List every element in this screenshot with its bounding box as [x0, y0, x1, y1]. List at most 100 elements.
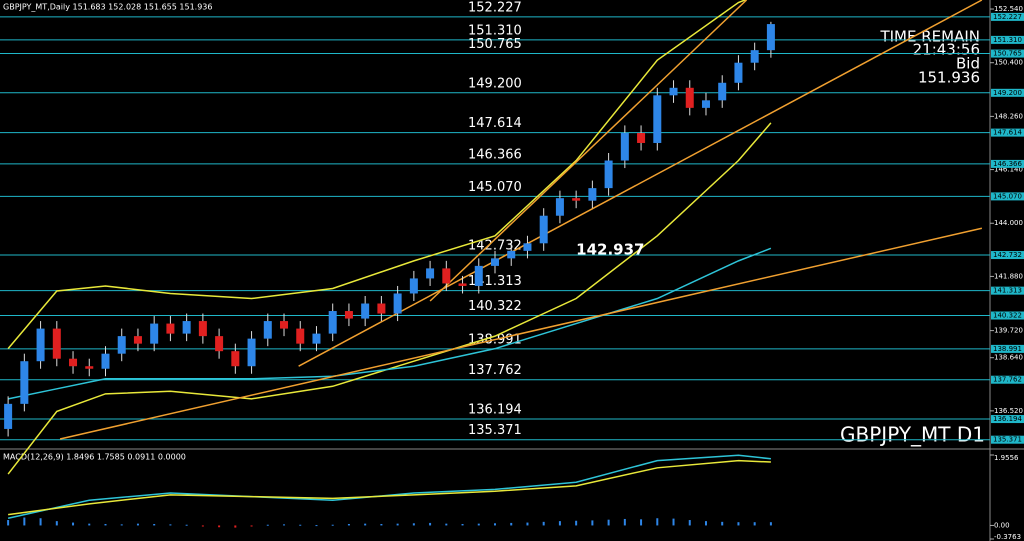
macd-bar — [704, 521, 707, 526]
candle-body — [133, 336, 142, 344]
level-tag-label: 149.200 — [993, 89, 1022, 97]
macd-line — [8, 459, 771, 516]
macd-bar — [591, 520, 594, 526]
candle-body — [653, 95, 662, 143]
price-annotation: 142.937 — [576, 240, 644, 258]
level-tag-label: 140.322 — [993, 312, 1022, 320]
candle-body — [263, 321, 272, 339]
macd-bar — [153, 524, 156, 526]
level-tag — [991, 435, 1024, 444]
y-tick-label: 141.880 — [994, 272, 1023, 280]
level-label: 147.614 — [468, 116, 522, 131]
y-tick-label: 148.260 — [994, 112, 1023, 120]
level-tag-label: 150.765 — [993, 50, 1022, 58]
level-tag-label: 147.614 — [993, 129, 1022, 137]
macd-bar — [542, 521, 545, 526]
candle-body — [588, 188, 597, 201]
candle-body — [491, 258, 499, 266]
level-label: 149.200 — [468, 76, 522, 91]
macd-line — [7, 454, 771, 519]
macd-bar — [283, 524, 286, 526]
macd-bar — [23, 517, 26, 526]
level-label: 151.310 — [468, 23, 522, 38]
y-tick-label: 146.140 — [994, 166, 1023, 174]
candle-body — [344, 311, 353, 319]
candle-body — [4, 403, 13, 429]
level-tag-label: 152.227 — [993, 13, 1022, 21]
level-tag-label: 137.762 — [993, 376, 1022, 384]
macd-bar — [769, 522, 772, 526]
candle-body — [198, 321, 207, 337]
overlay-line — [7, 247, 772, 400]
candle-body — [604, 160, 613, 189]
y-tick-label: 136.520 — [994, 407, 1023, 415]
macd-bar — [234, 525, 237, 528]
macd-bar — [104, 524, 107, 526]
candle-body — [393, 293, 402, 314]
level-label: 135.371 — [468, 423, 522, 438]
macd-tick-label: -0.3763 — [994, 533, 1021, 541]
macd-bar — [364, 523, 367, 526]
trend-line — [59, 227, 983, 440]
level-tag-label: 151.310 — [993, 36, 1022, 44]
candle-body — [409, 278, 418, 294]
candle-body — [117, 336, 126, 354]
overlay-line — [7, 122, 772, 475]
y-tick-label: 150.400 — [994, 59, 1023, 67]
y-tick-label: 152.540 — [994, 5, 1023, 13]
trend-line — [429, 0, 748, 302]
candle-body — [296, 328, 305, 344]
y-tick-label: 139.720 — [994, 327, 1023, 335]
macd-bar — [526, 522, 529, 526]
level-tag — [991, 12, 1024, 21]
candle-body — [361, 303, 370, 319]
macd-bar — [266, 524, 269, 526]
macd-bar — [169, 524, 172, 526]
level-tag-label: 146.366 — [993, 160, 1022, 168]
macd-bar — [185, 524, 188, 526]
candle-body — [182, 321, 191, 334]
y-tick-label: 144.000 — [994, 219, 1023, 227]
macd-bar — [39, 518, 42, 526]
macd-label: MACD(12,26,9) 1.8496 1.7585 0.0911 0.000… — [3, 453, 186, 462]
level-tag-label: 136.194 — [993, 415, 1022, 423]
level-tag-label: 138.991 — [993, 345, 1022, 353]
level-tag — [991, 286, 1024, 295]
level-tag — [991, 49, 1024, 58]
candle-body — [572, 198, 581, 201]
macd-bar — [299, 524, 302, 526]
trend-line — [298, 0, 983, 367]
macd-tick-label: 1.9556 — [994, 454, 1019, 462]
candle-body — [231, 351, 240, 367]
candle-body — [701, 100, 710, 108]
macd-bar — [429, 522, 432, 526]
candle-body — [377, 303, 386, 314]
candle-body — [555, 198, 564, 216]
macd-bar — [315, 525, 318, 527]
candle-body — [280, 321, 289, 329]
level-tag — [991, 128, 1024, 137]
bid-value: 151.936 — [918, 69, 980, 87]
candle-body — [52, 328, 61, 359]
bid-label: Bid — [956, 55, 980, 73]
candle-body — [734, 62, 743, 83]
macd-bar — [250, 525, 253, 527]
header: GBPJPY_MT,Daily 151.683 152.028 151.655 … — [3, 3, 212, 12]
level-tag — [991, 415, 1024, 424]
candle-body — [215, 336, 224, 352]
candle-body — [637, 132, 646, 143]
candle-body — [85, 366, 94, 369]
level-tag-label: 135.371 — [993, 436, 1022, 444]
macd-bar — [558, 521, 561, 526]
macd-bar — [136, 523, 139, 526]
candle-body — [620, 132, 629, 161]
level-tag — [991, 35, 1024, 44]
level-label: 137.762 — [468, 363, 522, 378]
macd-bar — [347, 524, 350, 526]
symbol-label: GBPJPY_MT D1 — [840, 423, 985, 447]
macd-bar — [737, 522, 740, 526]
candle-body — [507, 250, 516, 259]
macd-bar — [672, 518, 675, 526]
macd-bar — [623, 518, 626, 526]
